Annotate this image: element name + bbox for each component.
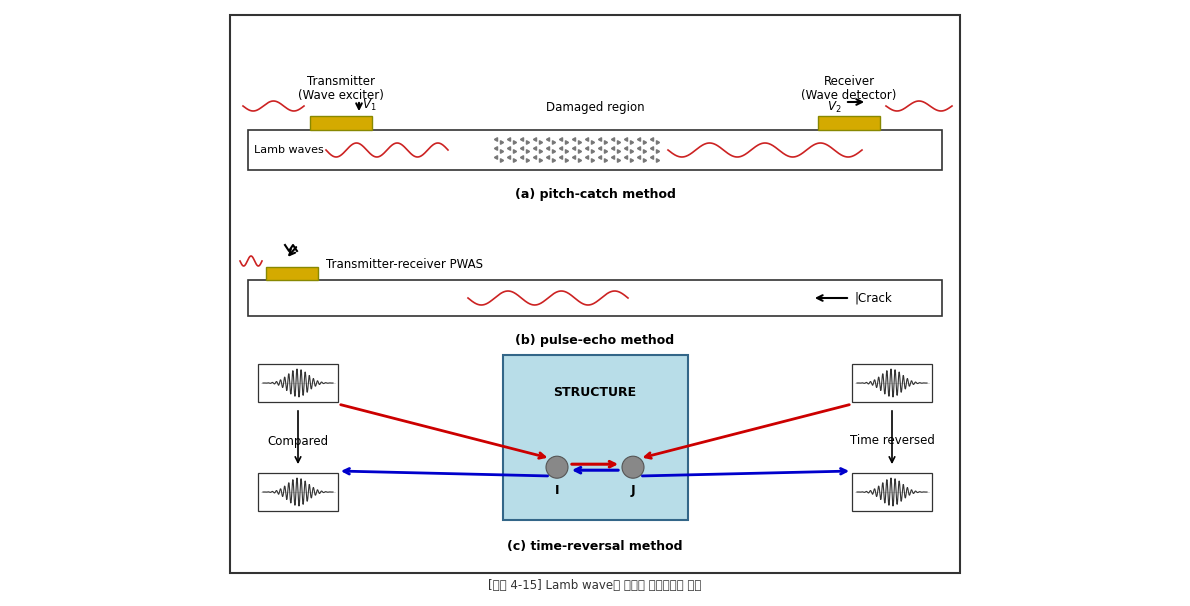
Text: J: J	[631, 484, 635, 497]
Text: (c) time-reversal method: (c) time-reversal method	[507, 540, 683, 553]
Bar	[248, 130, 942, 170]
Text: (a) pitch-catch method: (a) pitch-catch method	[514, 188, 676, 201]
Text: Transmitter: Transmitter	[307, 75, 375, 88]
Bar	[852, 364, 932, 402]
Text: Compared: Compared	[268, 435, 328, 447]
Text: $V_2$: $V_2$	[827, 100, 841, 115]
Text: Receiver: Receiver	[823, 75, 875, 88]
Text: |Crack: |Crack	[854, 291, 891, 304]
Text: Damaged region: Damaged region	[546, 101, 644, 114]
Bar	[852, 473, 932, 511]
Text: Lamb waves: Lamb waves	[253, 145, 324, 155]
Bar	[230, 15, 960, 573]
Text: (Wave detector): (Wave detector)	[801, 89, 897, 102]
Text: STRUCTURE: STRUCTURE	[553, 387, 637, 399]
Bar	[258, 473, 338, 511]
Text: [그림 4-15] Lamb wave를 이용한 유도초음파 기법: [그림 4-15] Lamb wave를 이용한 유도초음파 기법	[488, 579, 702, 592]
Text: Transmitter-receiver PWAS: Transmitter-receiver PWAS	[326, 258, 483, 270]
Bar	[248, 280, 942, 316]
Text: Time reversed: Time reversed	[850, 435, 934, 447]
Bar	[502, 355, 688, 520]
Text: (b) pulse-echo method: (b) pulse-echo method	[515, 334, 675, 347]
Text: I: I	[555, 484, 559, 497]
Text: $V_1$: $V_1$	[362, 98, 376, 113]
Bar	[311, 116, 372, 130]
Circle shape	[622, 456, 644, 478]
Circle shape	[546, 456, 568, 478]
Text: (Wave exciter): (Wave exciter)	[298, 89, 384, 102]
Bar	[258, 364, 338, 402]
Bar	[267, 267, 318, 280]
Bar	[818, 116, 879, 130]
